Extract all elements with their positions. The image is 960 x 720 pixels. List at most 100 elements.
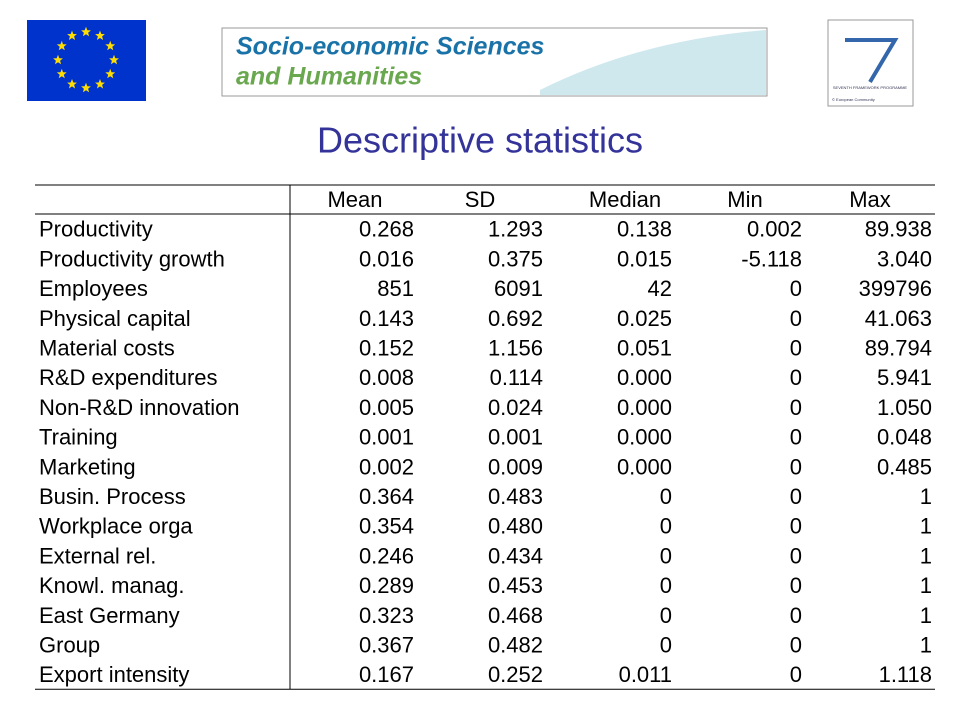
cell: 0.025 [617, 306, 672, 331]
star [105, 40, 116, 51]
cell: 0.008 [359, 365, 414, 390]
row-label: Productivity growth [39, 246, 225, 271]
cell: 0 [790, 276, 802, 301]
cell: 0.434 [488, 543, 543, 568]
table: Mean SD Median Min Max Productivity 0.268 1.293… [35, 184, 935, 690]
title: Descriptive statistics [317, 120, 643, 161]
cell: 0.000 [617, 425, 672, 450]
cell: 0 [660, 573, 672, 598]
cell: 0.480 [488, 514, 543, 539]
cell: 0 [790, 573, 802, 598]
cell: 42 [648, 276, 672, 301]
row-label: Knowl. manag. [39, 573, 185, 598]
row-label: East Germany [39, 603, 180, 628]
column-header: SD [465, 187, 496, 212]
cell: 0.375 [488, 246, 543, 271]
cell: 0 [790, 514, 802, 539]
cell: 1 [920, 514, 932, 539]
row-label: Material costs [39, 335, 175, 360]
cell: 5.941 [877, 365, 932, 390]
cell: 0.009 [488, 454, 543, 479]
star [95, 30, 105, 40]
cell: 0 [790, 543, 802, 568]
row-label: Training [39, 425, 118, 450]
banner-swoosh [540, 30, 766, 95]
column-header: Mean [327, 187, 382, 212]
row-label: Non-R&D innovation [39, 395, 240, 420]
cell: 0 [790, 425, 802, 450]
star [105, 68, 116, 79]
cell: 0 [790, 662, 802, 687]
cell: 0.000 [617, 395, 672, 420]
star [56, 68, 67, 79]
cell: 1.050 [877, 395, 932, 420]
fp7-logo [827, 19, 914, 107]
cell: 0.048 [877, 425, 932, 450]
row-label: Marketing [39, 454, 136, 479]
cell: 0.367 [359, 632, 414, 657]
cell: 0.482 [488, 632, 543, 657]
cell: 0 [790, 484, 802, 509]
column-header: Median [589, 187, 661, 212]
star [81, 26, 91, 37]
star [67, 79, 77, 89]
cell: 0.015 [617, 246, 672, 271]
banner-line1: Socio-economic Sciences [236, 33, 545, 61]
cell: 0 [790, 632, 802, 657]
cell: 0.152 [359, 335, 414, 360]
cell: 41.063 [865, 306, 932, 331]
cell: 0.453 [488, 573, 543, 598]
cell: 0.114 [490, 365, 543, 390]
cell: 1.156 [488, 335, 543, 360]
cell: 851 [377, 276, 414, 301]
cell: 0.000 [617, 454, 672, 479]
cell: 0.483 [488, 484, 543, 509]
row-label: Busin. Process [39, 484, 186, 509]
cell: 0.323 [359, 603, 414, 628]
cell: 1 [920, 603, 932, 628]
row-label: Physical capital [39, 306, 191, 331]
cell: 0.001 [488, 425, 543, 450]
cell: 0.001 [359, 425, 414, 450]
cell: 0.138 [617, 217, 672, 242]
cell: 0 [790, 454, 802, 479]
cell: 0 [660, 603, 672, 628]
cell: 0.024 [488, 395, 543, 420]
cell: 0.692 [488, 306, 543, 331]
cell: 0.000 [617, 365, 672, 390]
star [53, 54, 63, 65]
cell: 0 [790, 365, 802, 390]
cell: 0.051 [617, 335, 672, 360]
cell: 3.040 [877, 246, 932, 271]
star [56, 40, 67, 51]
cell: 1 [920, 632, 932, 657]
star [95, 79, 105, 89]
cell: 0 [790, 335, 802, 360]
row-label: R&D expenditures [39, 365, 218, 390]
cell: 399796 [859, 276, 932, 301]
cell: 0.167 [359, 662, 414, 687]
cell: 0.468 [488, 603, 543, 628]
column-header: Max [849, 187, 891, 212]
cell: 89.794 [865, 335, 932, 360]
cell: 89.938 [865, 217, 932, 242]
row-label: Export intensity [39, 662, 189, 687]
cell: 0.011 [619, 662, 672, 687]
fp7-copyright: © European Community [832, 97, 875, 102]
cell: 0 [790, 603, 802, 628]
cell: 0 [660, 632, 672, 657]
cell: 0.143 [359, 306, 414, 331]
row-label: Group [39, 632, 100, 657]
cell: 0.005 [359, 395, 414, 420]
row-label: External rel. [39, 543, 156, 568]
star [109, 54, 119, 65]
column-header: Min [727, 187, 762, 212]
cell: 0 [790, 306, 802, 331]
row-label: Productivity [39, 217, 153, 242]
cell: 0.002 [747, 217, 802, 242]
cell: 0.252 [488, 662, 543, 687]
cell: 1 [920, 543, 932, 568]
star [81, 82, 91, 93]
